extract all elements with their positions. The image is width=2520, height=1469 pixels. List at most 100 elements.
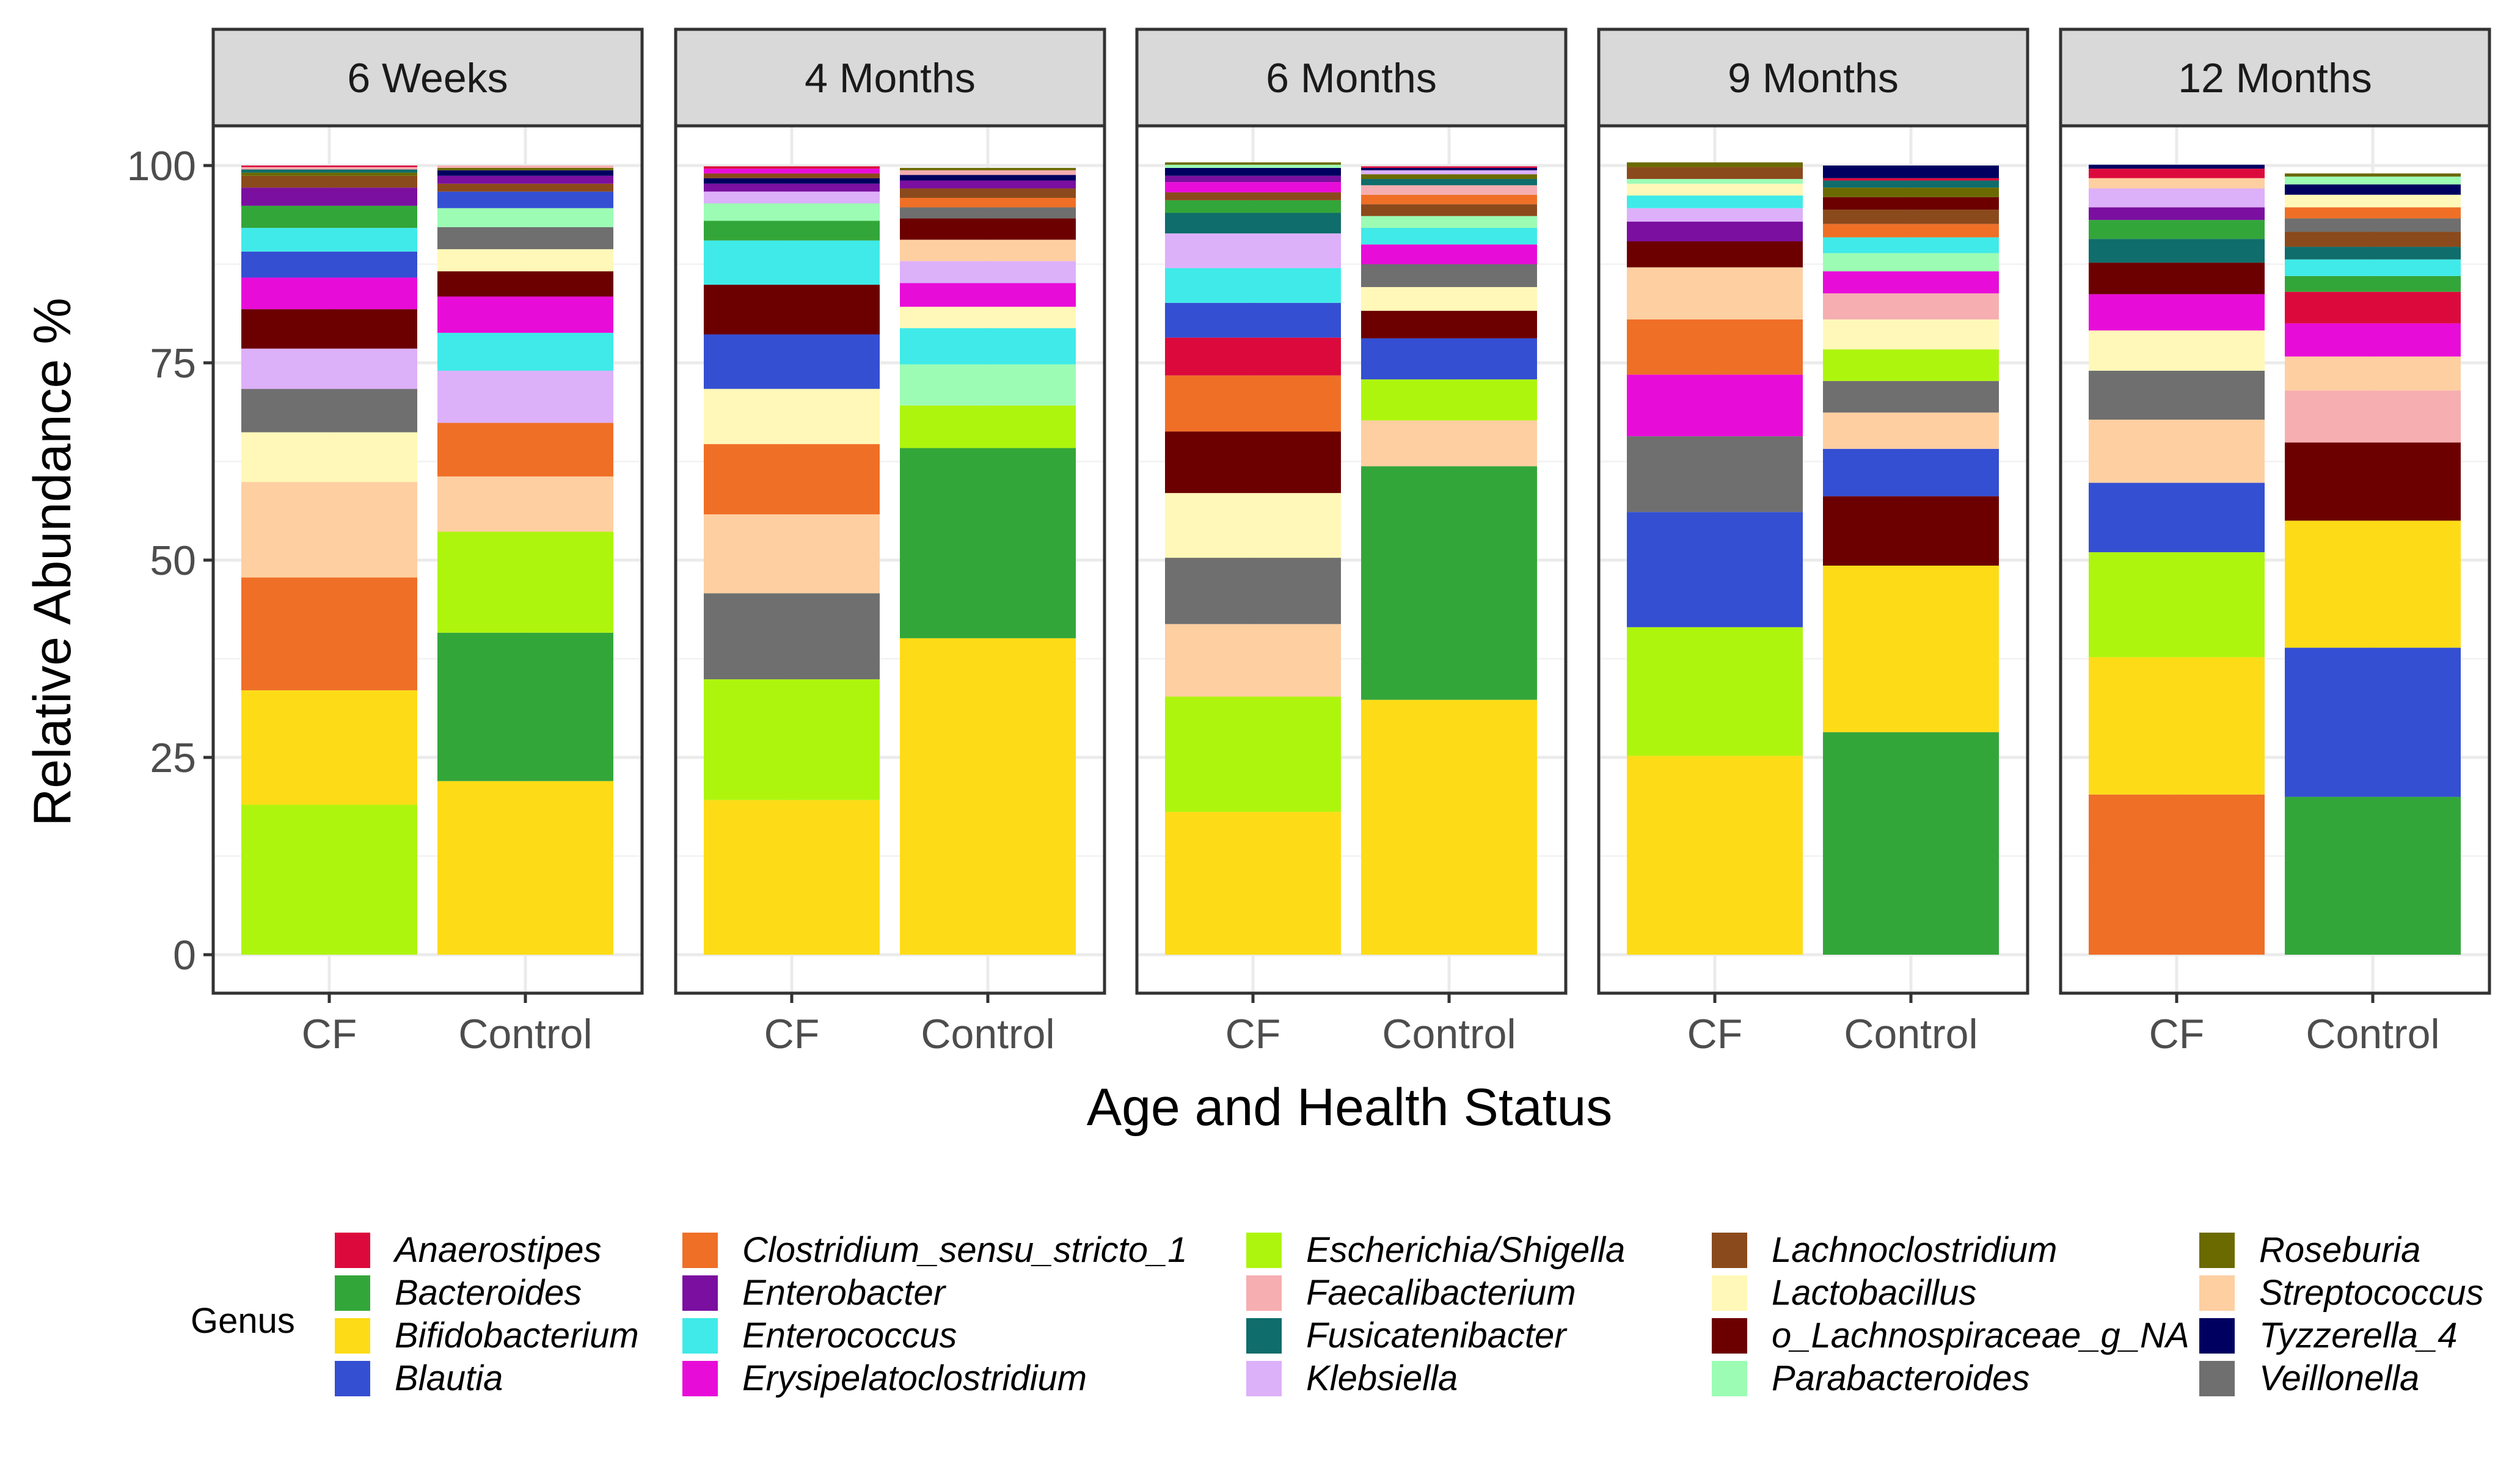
x-tick-label: Control: [1382, 1011, 1516, 1057]
x-tick-label: Control: [921, 1011, 1054, 1057]
bar-segment: [704, 679, 880, 800]
bar-segment: [1361, 310, 1537, 338]
bar-segment: [2089, 483, 2265, 553]
facet-label: 6 Months: [1266, 55, 1437, 101]
bar-segment: [1165, 493, 1341, 558]
y-tick-label: 0: [173, 932, 196, 979]
bar-segment: [1165, 164, 1341, 168]
bar-segment: [1361, 166, 1537, 168]
bar-segment: [1165, 302, 1341, 338]
legend-label: Bifidobacterium: [395, 1316, 639, 1355]
bar-segment: [1627, 195, 1803, 208]
legend-key: [682, 1233, 718, 1268]
bar-segment: [2285, 177, 2461, 185]
bar-segment: [241, 277, 417, 310]
bar-segment: [1361, 338, 1537, 380]
facet-strip: [674, 27, 1106, 128]
bar-segment: [1627, 756, 1803, 955]
bar-segment: [2285, 173, 2461, 177]
legend-key: [1246, 1275, 1282, 1311]
x-tick-label: CF: [302, 1011, 357, 1057]
bar-segment: [241, 169, 417, 173]
facet-strip: [1135, 27, 1568, 128]
bar-segment: [1361, 178, 1537, 186]
bar-segment: [1627, 162, 1803, 167]
legend-label: Veillonella: [2259, 1358, 2419, 1398]
bar-segment: [1823, 381, 1999, 413]
bar-segment: [1361, 216, 1537, 228]
legend-label: Erysipelatoclostridium: [742, 1358, 1087, 1398]
bar-segment: [1627, 512, 1803, 627]
bar-segment: [704, 191, 880, 204]
bar-segment: [2285, 291, 2461, 324]
bar-segment: [241, 251, 417, 278]
legend-label: Anaerostipes: [393, 1230, 602, 1270]
legend-key: [1712, 1361, 1747, 1396]
bar-segment: [1361, 466, 1537, 700]
bar-segment: [1823, 237, 1999, 253]
legend-key: [682, 1361, 718, 1396]
facet-strip: [211, 27, 644, 128]
bar-segment: [2089, 164, 2265, 169]
bar-segment: [1823, 197, 1999, 210]
bar-segment: [2285, 207, 2461, 219]
legend-label: Clostridium_sensu_stricto_1: [742, 1230, 1188, 1270]
bar-segment: [1165, 624, 1341, 697]
bar-segment: [2285, 275, 2461, 292]
bar-segment: [1823, 496, 1999, 566]
bar-segment: [900, 188, 1076, 198]
bar-segment: [2285, 323, 2461, 357]
bar-segment: [900, 364, 1076, 406]
bar-segment: [2285, 520, 2461, 648]
bar-segment: [437, 781, 613, 955]
bar-segment: [2285, 356, 2461, 391]
legend-label: Roseburia: [2259, 1230, 2420, 1270]
bar-segment: [437, 183, 613, 192]
bar-segment: [437, 227, 613, 249]
legend-label: Tyzzerella_4: [2259, 1316, 2458, 1355]
bar-segment: [1361, 420, 1537, 467]
bar-segment: [1627, 221, 1803, 242]
bar-segment: [241, 188, 417, 206]
x-tick-label: CF: [1687, 1011, 1743, 1057]
legend-key: [1246, 1318, 1282, 1354]
facet-label: 6 Weeks: [347, 55, 508, 101]
bar-segment: [437, 531, 613, 633]
bar-segment: [1165, 182, 1341, 192]
legend-label: Lactobacillus: [1772, 1273, 1976, 1313]
bar-segment: [437, 175, 613, 184]
bar-segment: [2089, 552, 2265, 657]
bar-segment: [241, 205, 417, 228]
legend-label: Enterococcus: [742, 1316, 957, 1355]
legend-key: [2199, 1318, 2235, 1354]
bar-segment: [241, 804, 417, 955]
bar-segment: [2285, 259, 2461, 276]
bar-segment: [1361, 286, 1537, 311]
bar-segment: [241, 228, 417, 252]
bar-segment: [1627, 319, 1803, 375]
x-tick-label: CF: [764, 1011, 820, 1057]
bar-segment: [704, 514, 880, 594]
bar-segment: [900, 261, 1076, 283]
bar-segment: [900, 197, 1076, 208]
legend-key: [682, 1275, 718, 1311]
bar-segment: [241, 172, 417, 176]
legend-key: [2199, 1361, 2235, 1396]
x-tick-label: Control: [458, 1011, 592, 1057]
bar-segment: [1361, 699, 1537, 955]
legend-key: [1712, 1275, 1747, 1311]
bar-segment: [1165, 431, 1341, 494]
x-axis-title: Age and Health Status: [1087, 1078, 1613, 1137]
bar-segment: [900, 283, 1076, 307]
y-tick-label: 100: [127, 143, 196, 189]
bar-segment: [2089, 657, 2265, 795]
bar-segment: [1823, 412, 1999, 449]
bar-segment: [900, 405, 1076, 448]
bar-segment: [241, 482, 417, 578]
legend-key: [1246, 1233, 1282, 1268]
bar-segment: [1361, 204, 1537, 216]
bar-segment: [437, 167, 613, 170]
bar-segment: [1361, 264, 1537, 287]
legend-key: [335, 1318, 370, 1354]
